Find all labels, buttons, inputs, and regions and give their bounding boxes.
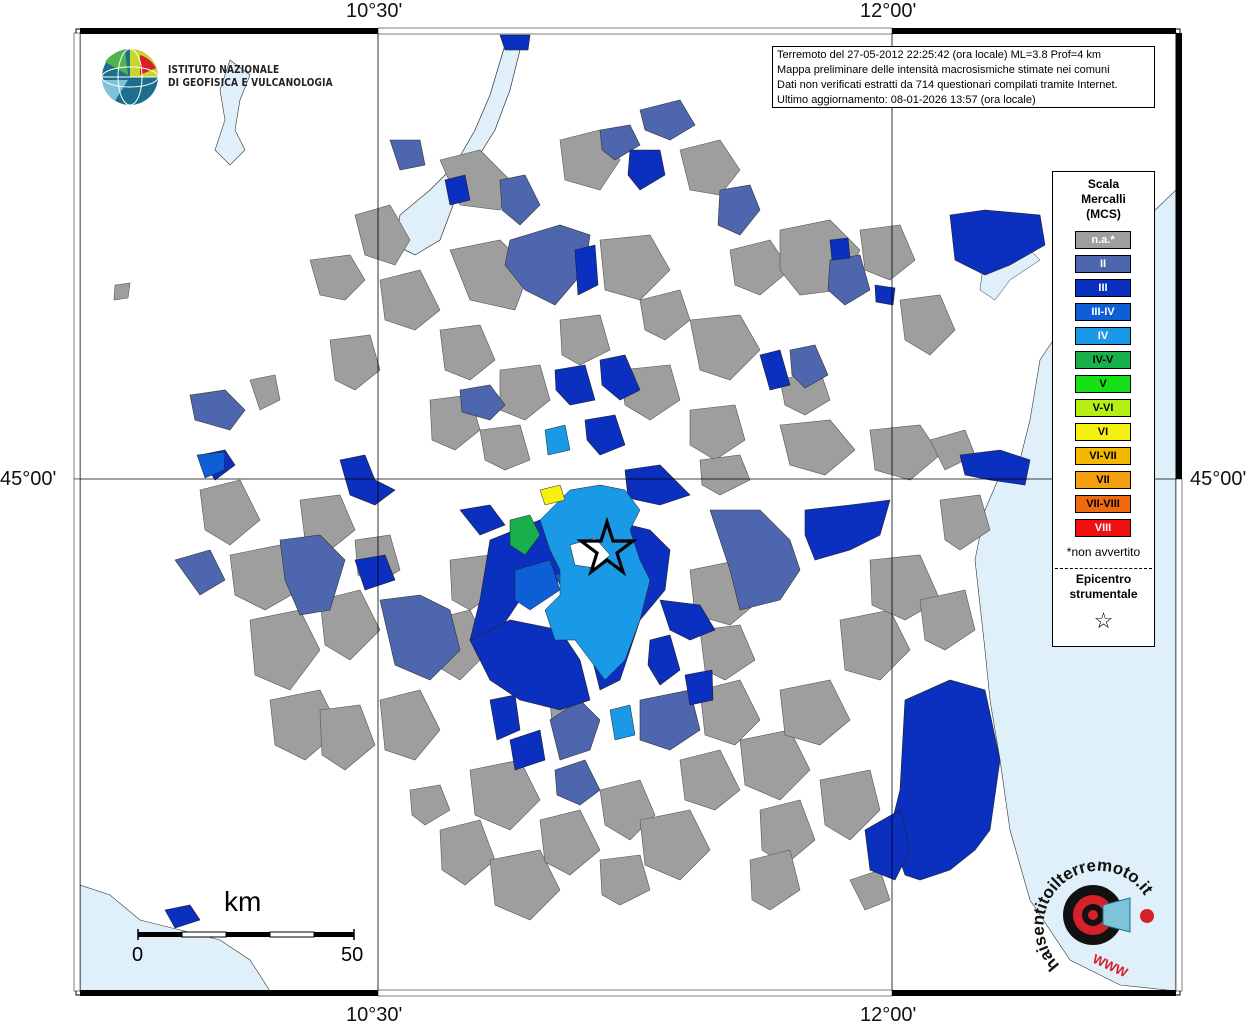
lon-label-top-east: 12°00' bbox=[860, 0, 917, 22]
svg-text:haisentitoilterremoto.it: haisentitoilterremoto.it bbox=[1028, 855, 1157, 974]
event-info-line: Ultimo aggiornamento: 08-01-2026 13:57 (… bbox=[777, 94, 1036, 106]
intensity-IV-V bbox=[509, 514, 541, 556]
watermark-url: WWW bbox=[1090, 951, 1130, 980]
ingv-globe-icon bbox=[101, 48, 159, 106]
event-info-line: Dati non verificati estratti da 714 ques… bbox=[777, 79, 1118, 91]
graticule bbox=[80, 33, 1176, 991]
legend-swatch: VIII bbox=[1075, 519, 1131, 537]
legend-swatch: V-VI bbox=[1075, 399, 1131, 417]
legend-swatch: n.a.* bbox=[1075, 231, 1131, 249]
epicenter-legend-title: Epicentro bbox=[1075, 572, 1132, 586]
epicenter-star-icon: ☆ bbox=[1093, 608, 1114, 633]
epicenter-legend-title: strumentale bbox=[1069, 587, 1138, 601]
hsit-watermark: haisentitoilterremoto.it WWW bbox=[1028, 855, 1157, 980]
legend-swatch: III-IV bbox=[1075, 303, 1131, 321]
institute-line-2: DI GEOFISICA E VULCANOLOGIA bbox=[168, 76, 333, 89]
lake-garda bbox=[394, 44, 521, 256]
legend-swatch: VI bbox=[1075, 423, 1131, 441]
legend-swatch: II bbox=[1075, 255, 1131, 273]
legend-title-line: (MCS) bbox=[1086, 207, 1121, 221]
intensity-VI bbox=[539, 484, 566, 506]
hsit-logo-icon bbox=[1063, 885, 1154, 945]
lon-label-top-west: 10°30' bbox=[346, 0, 403, 22]
event-info-line: Terremoto del 27-05-2012 22:25:42 (ora l… bbox=[777, 49, 1102, 61]
lon-label-bottom-east: 12°00' bbox=[860, 1004, 917, 1026]
legend-title-line: Mercalli bbox=[1081, 192, 1126, 206]
lat-label-right: 45°00' bbox=[1190, 468, 1247, 490]
river-iseo bbox=[214, 59, 251, 166]
scale-max: 50 bbox=[341, 944, 364, 966]
scale-unit: km bbox=[224, 886, 262, 917]
legend-swatch: VII-VIII bbox=[1075, 495, 1131, 513]
watermark-text: haisentitoilterremoto.it bbox=[1028, 855, 1157, 974]
institute-name: ISTITUTO NAZIONALE DI GEOFISICA E VULCAN… bbox=[168, 63, 333, 89]
intensity-IV bbox=[539, 424, 651, 741]
legend-note: *non avvertito bbox=[1066, 545, 1141, 559]
legend-swatch: VII bbox=[1075, 471, 1131, 489]
legend-swatch: IV-V bbox=[1075, 351, 1131, 369]
map-frame bbox=[73, 27, 1183, 997]
institute-line-1: ISTITUTO NAZIONALE bbox=[168, 63, 280, 76]
intensity-II bbox=[174, 99, 871, 806]
mcs-legend: Scala Mercalli (MCS) n.a.* II III III-IV IV I… bbox=[1052, 171, 1155, 647]
na-municipalities bbox=[113, 129, 991, 921]
legend-swatch: VI-VII bbox=[1075, 447, 1131, 465]
legend-swatch: IV bbox=[1075, 327, 1131, 345]
event-info-line: Mappa preliminare delle intensità macros… bbox=[777, 64, 1110, 76]
event-info-box: Terremoto del 27-05-2012 22:25:42 (ora l… bbox=[772, 46, 1155, 108]
lat-label-left: 45°00' bbox=[0, 468, 57, 490]
epicenter-star bbox=[576, 516, 638, 577]
legend-title-line: Scala bbox=[1087, 177, 1120, 191]
lon-label-bottom-west: 10°30' bbox=[346, 1004, 403, 1026]
scale-bar bbox=[137, 929, 355, 940]
legend-swatch: V bbox=[1075, 375, 1131, 393]
legend-swatch: III bbox=[1075, 279, 1131, 297]
ligurian-sea bbox=[80, 884, 271, 991]
scale-min: 0 bbox=[132, 944, 144, 966]
